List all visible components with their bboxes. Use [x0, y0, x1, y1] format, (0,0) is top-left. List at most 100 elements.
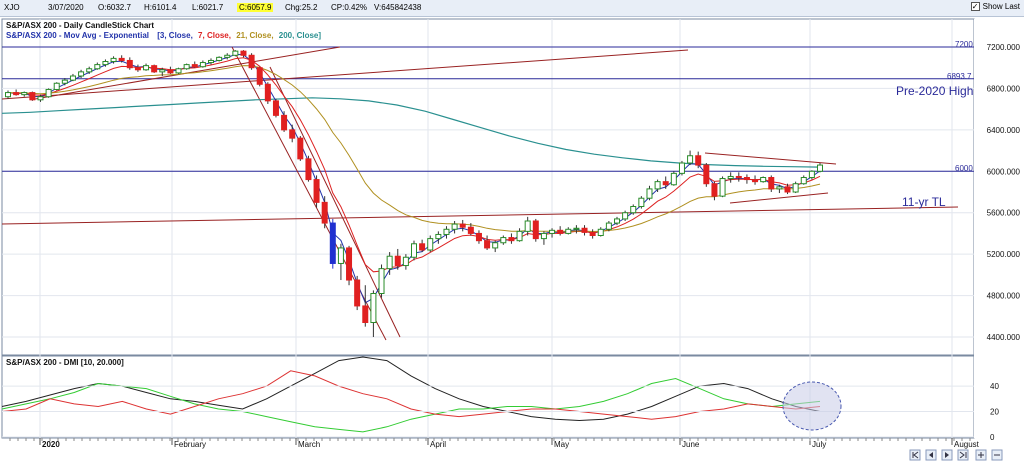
down-candle [167, 69, 174, 74]
trend-lines [1, 46, 974, 341]
up-candle [597, 228, 604, 237]
price-tick-label: 5600.000 [987, 209, 1021, 218]
up-candle [386, 255, 393, 270]
up-candle [378, 268, 385, 294]
price-tick-label: 4400.000 [987, 333, 1021, 342]
change-percent-value: CP:0.42% [331, 3, 368, 12]
down-candle [743, 177, 750, 181]
up-candle [102, 61, 109, 66]
up-candle [175, 68, 182, 74]
up-candle [549, 229, 556, 234]
down-candle [703, 164, 710, 185]
down-candle [329, 222, 336, 264]
price-tick-labels: 7200.000 6800.000 6400.000 6000.000 5600.000… [987, 43, 1021, 342]
zoom-in-icon[interactable] [975, 449, 987, 461]
down-candle [484, 240, 491, 249]
down-candle [532, 220, 539, 240]
down-candle [346, 247, 353, 281]
nav-first-icon[interactable] [909, 449, 921, 461]
zoom-out-icon[interactable] [991, 449, 1003, 461]
price-tick-label: 6400.000 [987, 126, 1021, 135]
price-tick-label: 6000.000 [987, 167, 1021, 176]
up-candle [670, 172, 677, 186]
down-candle [419, 243, 426, 251]
up-candle [443, 228, 450, 235]
nav-next-icon[interactable] [941, 449, 953, 461]
down-candle [459, 223, 466, 228]
time-gridlines [39, 19, 953, 438]
down-candle [29, 92, 36, 101]
quote-header-bar: XJO 3/07/2020 O:6032.7 H:6101.4 L:6021.7… [0, 0, 1024, 17]
dmi-title: S&P/ASX 200 - DMI [10, 20.000] [6, 358, 124, 367]
up-candle [817, 164, 823, 172]
up-candle [451, 223, 458, 230]
down-candle [248, 54, 255, 69]
up-candle [516, 230, 523, 242]
up-candle [45, 88, 52, 98]
moving-average-label: S&P/ASX 200 - Mov Avg - Exponential [6, 31, 149, 40]
date-axis-label: May [554, 440, 569, 449]
up-candle [760, 177, 767, 183]
nav-last-icon[interactable] [957, 449, 969, 461]
date-axis-labels: 2020 February March April May June July August [9, 438, 980, 449]
price-tick-label: 7200.000 [987, 43, 1021, 52]
up-candle [654, 181, 661, 190]
up-candle [524, 220, 531, 232]
high-value: H:6101.4 [144, 3, 177, 12]
up-candle [638, 197, 645, 207]
up-candle [776, 186, 783, 190]
up-candle [402, 256, 409, 267]
up-candle [143, 65, 150, 71]
up-candle [94, 64, 101, 70]
up-candle [183, 64, 190, 70]
trend-line [704, 152, 837, 165]
chart-area[interactable]: 7200.000 6800.000 6400.000 6000.000 5600.000… [0, 17, 1024, 465]
up-candle [622, 212, 629, 220]
down-candle [272, 100, 279, 116]
down-candle [126, 59, 133, 69]
price-tick-label: 6800.000 [987, 84, 1021, 93]
down-candle [735, 175, 742, 178]
down-candle [711, 183, 718, 197]
ema3-param: [3, Close, [157, 31, 193, 40]
up-candle [224, 54, 231, 58]
dmi-tick-label: 40 [990, 382, 999, 391]
up-candle [216, 56, 223, 61]
dmi-minus-line [1, 370, 821, 420]
checkbox-icon[interactable]: ✓ [970, 2, 980, 11]
up-candle [719, 178, 726, 197]
down-candle [256, 67, 263, 85]
up-candle [208, 59, 214, 64]
up-candle [435, 233, 442, 240]
up-candle [792, 183, 799, 193]
up-candle [61, 79, 68, 84]
down-candle [313, 179, 320, 203]
down-candle [752, 179, 759, 183]
level-label-6893: 6893.7 [947, 72, 972, 81]
down-candle [281, 114, 288, 131]
up-candle [78, 71, 85, 77]
ema200-param: 200, Close] [279, 31, 322, 40]
up-candle [69, 75, 76, 81]
dmi-adx-line [1, 356, 821, 422]
up-candle [605, 222, 612, 230]
down-candle [321, 201, 328, 224]
show-last-toggle[interactable]: ✓ Show Last [970, 2, 1020, 11]
down-candle [240, 50, 247, 56]
up-candle [53, 82, 60, 90]
down-candle [13, 92, 20, 96]
up-candle [565, 228, 572, 234]
trend-line [269, 66, 401, 338]
down-candle [581, 227, 588, 233]
up-candle [646, 188, 653, 199]
up-candle [337, 247, 344, 264]
price-tick-label: 5200.000 [987, 250, 1021, 259]
down-candle [297, 137, 304, 160]
up-candle [86, 68, 93, 73]
down-candle [354, 279, 361, 307]
nav-prev-icon[interactable] [925, 449, 937, 461]
volume-value: V:645842438 [374, 3, 422, 12]
trend-line [1, 49, 689, 100]
ema7-param: 7, Close, [198, 31, 231, 40]
up-candle [630, 206, 637, 214]
